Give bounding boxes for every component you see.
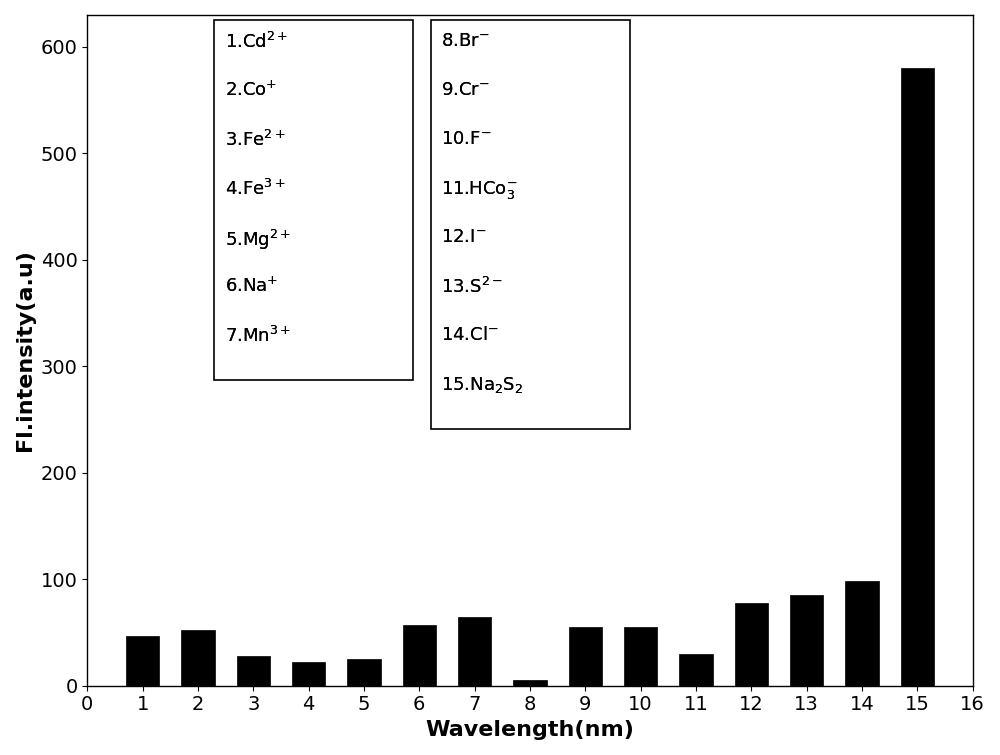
Bar [901,68,934,686]
X-axis label: Wavelength(nm): Wavelength(nm) [426,720,634,740]
Bar [237,656,270,686]
Text: 9.Cr$^{-}$: 9.Cr$^{-}$ [441,81,490,99]
Bar [569,627,602,686]
Text: 14.Cl$^{-}$: 14.Cl$^{-}$ [441,325,499,344]
Text: 6.Na$^{+}$: 6.Na$^{+}$ [225,276,278,296]
Bar [292,662,325,686]
Bar [458,617,491,686]
Text: 14.Cl$^{-}$: 14.Cl$^{-}$ [441,325,499,344]
Text: 7.Mn$^{3+}$: 7.Mn$^{3+}$ [225,325,291,346]
Bar [845,581,879,686]
Text: 12.I$^{-}$: 12.I$^{-}$ [441,227,487,245]
Bar [347,659,381,686]
Text: 15.Na$_2$S$_2$: 15.Na$_2$S$_2$ [441,374,524,395]
Text: 11.HCo$_3^{-}$: 11.HCo$_3^{-}$ [441,179,518,201]
Text: 1.Cd$^{2+}$: 1.Cd$^{2+}$ [225,32,288,52]
Text: 2.Co$^{+}$: 2.Co$^{+}$ [225,81,277,100]
Text: 7.Mn$^{3+}$: 7.Mn$^{3+}$ [225,325,291,346]
Bar [403,625,436,686]
Text: 11.HCo$_3^{-}$: 11.HCo$_3^{-}$ [441,179,518,201]
Text: 8.Br$^{-}$: 8.Br$^{-}$ [441,32,490,50]
Bar [735,602,768,686]
Text: 8.Br$^{-}$: 8.Br$^{-}$ [441,32,490,50]
Text: 6.Na$^{+}$: 6.Na$^{+}$ [225,276,278,296]
Bar [624,627,657,686]
Bar [126,636,159,686]
Text: 15.Na$_2$S$_2$: 15.Na$_2$S$_2$ [441,374,524,395]
Text: 3.Fe$^{2+}$: 3.Fe$^{2+}$ [225,130,285,149]
Text: 3.Fe$^{2+}$: 3.Fe$^{2+}$ [225,130,285,149]
Text: 10.F$^{-}$: 10.F$^{-}$ [441,130,492,148]
Text: 2.Co$^{+}$: 2.Co$^{+}$ [225,81,277,100]
Text: 4.Fe$^{3+}$: 4.Fe$^{3+}$ [225,179,285,199]
Bar [513,680,547,686]
Text: 1.Cd$^{2+}$: 1.Cd$^{2+}$ [225,32,288,52]
Text: 9.Cr$^{-}$: 9.Cr$^{-}$ [441,81,490,99]
Text: 10.F$^{-}$: 10.F$^{-}$ [441,130,492,148]
Y-axis label: Fl.intensity(a.u): Fl.intensity(a.u) [15,249,35,451]
Text: 13.S$^{2-}$: 13.S$^{2-}$ [441,276,503,297]
FancyBboxPatch shape [431,20,630,429]
Text: 5.Mg$^{2+}$: 5.Mg$^{2+}$ [225,227,291,251]
Text: 4.Fe$^{3+}$: 4.Fe$^{3+}$ [225,179,285,199]
Bar [181,630,215,686]
FancyBboxPatch shape [214,20,413,380]
Bar [790,595,823,686]
Text: 13.S$^{2-}$: 13.S$^{2-}$ [441,276,503,297]
Bar [679,654,713,686]
Text: 12.I$^{-}$: 12.I$^{-}$ [441,227,487,245]
Text: 5.Mg$^{2+}$: 5.Mg$^{2+}$ [225,227,291,251]
